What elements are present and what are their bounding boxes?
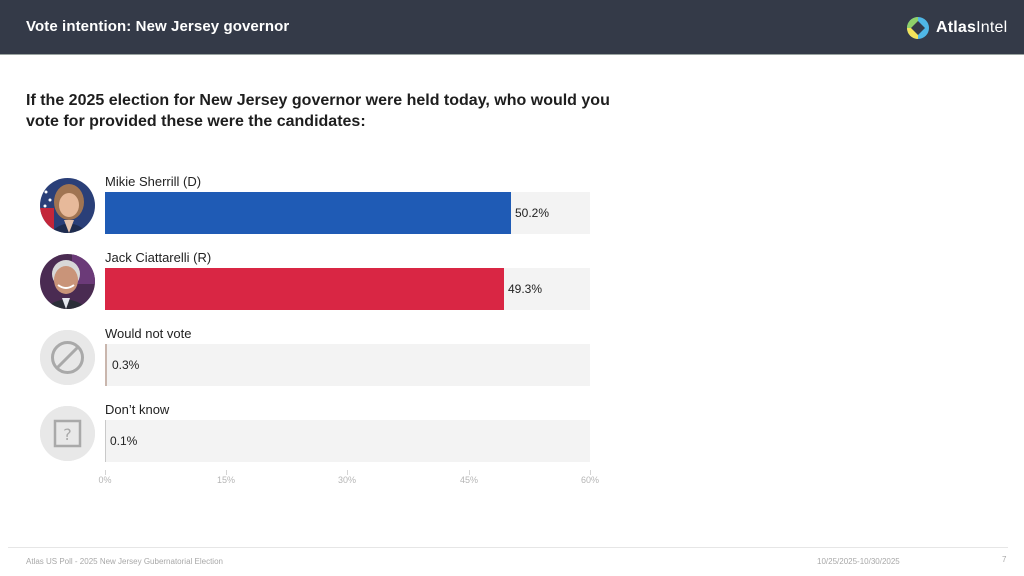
tick-label: 60% bbox=[580, 475, 600, 485]
tick-label: 15% bbox=[216, 475, 236, 485]
row-label: Jack Ciattarelli (R) bbox=[105, 250, 212, 265]
chart-row-sherrill: Mikie Sherrill (D) 50.2% bbox=[0, 172, 1024, 248]
bar-value: 50.2% bbox=[515, 206, 550, 220]
bar-value: 0.3% bbox=[112, 358, 140, 372]
bar-track: 0.3% bbox=[105, 344, 590, 386]
tick-mark bbox=[347, 470, 348, 475]
bar-ciattarelli bbox=[105, 268, 504, 310]
slide-header: Vote intention: New Jersey governor Atla… bbox=[0, 0, 1024, 55]
question-box-icon: ? bbox=[40, 406, 95, 461]
footer-dates: 10/25/2025-10/30/2025 bbox=[817, 557, 900, 566]
bar-track: 49.3% bbox=[105, 268, 590, 310]
svg-text:?: ? bbox=[63, 425, 72, 444]
x-axis: 0% 15% 30% 45% 60% bbox=[0, 470, 1024, 490]
bar-value: 49.3% bbox=[508, 282, 543, 296]
candidate-photo-ciattarelli bbox=[40, 254, 95, 309]
tick-label: 0% bbox=[98, 475, 112, 485]
chart-row-ciattarelli: Jack Ciattarelli (R) 49.3% bbox=[0, 248, 1024, 324]
footer-source: Atlas US Poll - 2025 New Jersey Gubernat… bbox=[26, 557, 223, 566]
chart-row-would-not-vote: Would not vote 0.3% bbox=[0, 324, 1024, 400]
question-text: If the 2025 election for New Jersey gove… bbox=[26, 92, 610, 130]
bar-sherrill bbox=[105, 192, 511, 234]
bar-dont-know bbox=[105, 420, 106, 462]
brand-name: AtlasIntel bbox=[936, 19, 1008, 36]
tick-mark bbox=[469, 470, 470, 475]
tick-label: 45% bbox=[459, 475, 479, 485]
tick-label: 30% bbox=[337, 475, 357, 485]
prohibited-icon bbox=[40, 330, 95, 385]
bar-would-not-vote bbox=[105, 344, 108, 386]
slide-title: Vote intention: New Jersey governor bbox=[26, 18, 290, 35]
row-label: Mikie Sherrill (D) bbox=[105, 174, 202, 189]
page-number: 7 bbox=[1002, 555, 1007, 564]
footer-divider bbox=[8, 547, 1008, 548]
bar-value: 0.1% bbox=[110, 434, 138, 448]
bar-track: 0.1% bbox=[105, 420, 590, 462]
row-label: Don’t know bbox=[105, 402, 170, 417]
bar-track: 50.2% bbox=[105, 192, 590, 234]
atlasintel-logo-icon bbox=[907, 17, 929, 39]
chart-row-dont-know: ? Don’t know 0.1% bbox=[0, 400, 1024, 476]
tick-mark bbox=[590, 470, 591, 475]
row-label: Would not vote bbox=[105, 326, 192, 341]
brand-logo: AtlasIntel bbox=[906, 15, 1007, 41]
tick-mark bbox=[226, 470, 227, 475]
tick-mark bbox=[105, 470, 106, 475]
candidate-photo-sherrill bbox=[40, 178, 95, 233]
